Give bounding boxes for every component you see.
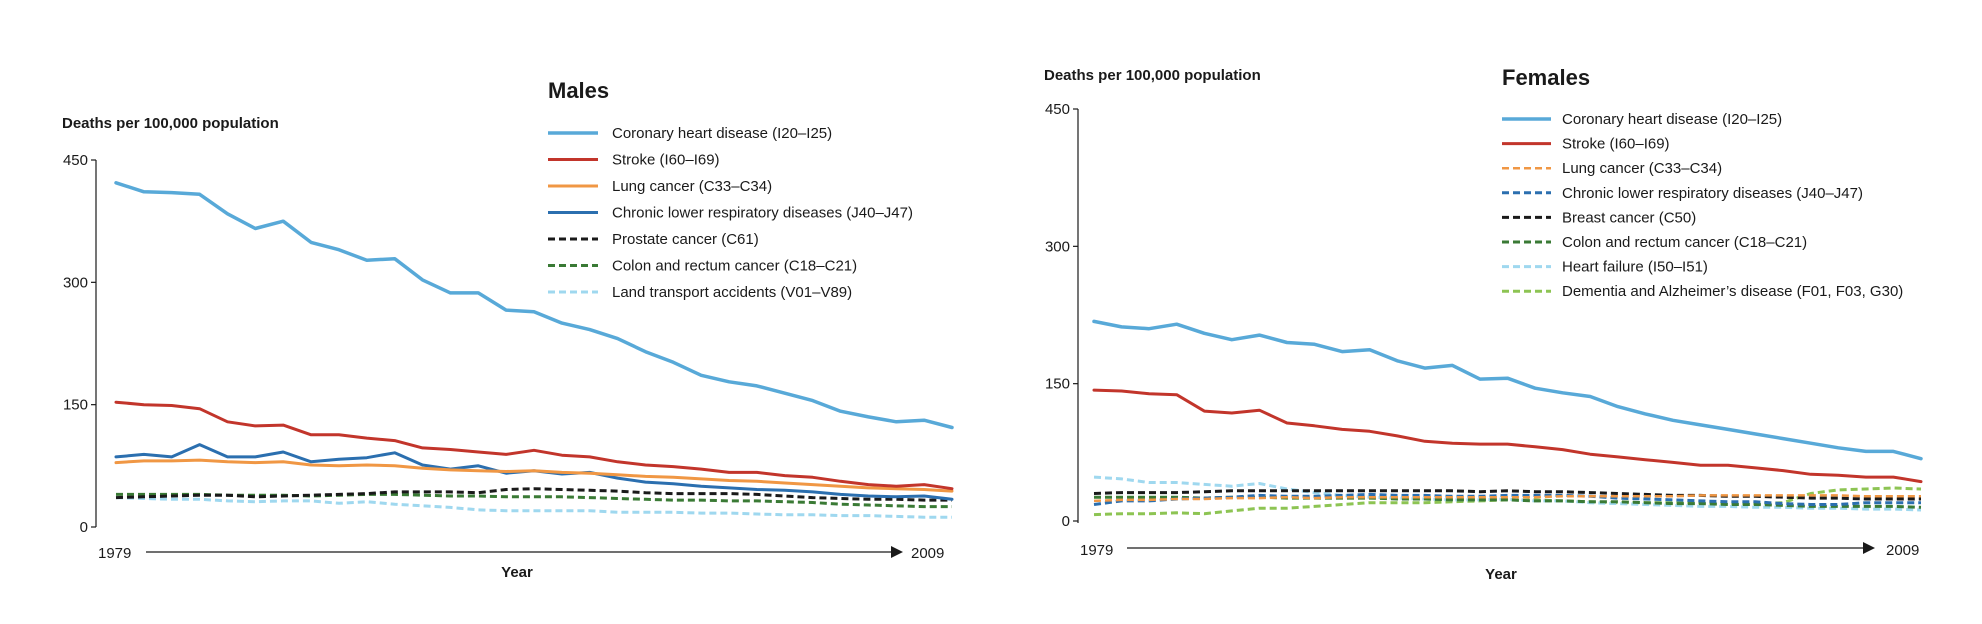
x-axis-arrowhead: [1863, 542, 1875, 554]
legend-label: Chronic lower respiratory diseases (J40–…: [1562, 185, 1863, 202]
legend-label: Chronic lower respiratory diseases (J40–…: [612, 205, 913, 222]
series-line: [1093, 489, 1921, 501]
series-line: [1093, 475, 1922, 512]
series-lines: [114, 181, 954, 519]
series-line: [1093, 494, 1921, 503]
y-axis-ticks: 0 150 300 450: [1045, 101, 1078, 530]
y-axis-ticks: 0 150 300 450: [63, 152, 96, 536]
legend-label: Coronary heart disease (I20–I25): [1562, 111, 1782, 128]
series-line: [1092, 388, 1923, 484]
x-end-label: 2009: [1886, 542, 1919, 559]
y-tick-label: 0: [80, 519, 88, 536]
y-tick-label: 300: [63, 274, 88, 291]
series-line: [114, 400, 954, 491]
legend-label: Heart failure (I50–I51): [1562, 259, 1708, 276]
series-line: [116, 492, 952, 509]
y-tick-label: 150: [63, 397, 88, 414]
x-axis-arrowhead: [891, 546, 903, 558]
series-lines: [1092, 319, 1923, 517]
legend-label: Breast cancer (C50): [1562, 209, 1696, 226]
x-start-label: 1979: [98, 545, 131, 562]
series-line: [1092, 319, 1923, 461]
legend-label: Colon and rectum cancer (C18–C21): [1562, 234, 1807, 251]
males-chart: Males Deaths per 100,000 population Coro…: [62, 78, 954, 581]
y-axis-label: Deaths per 100,000 population: [62, 115, 279, 132]
series-line: [1093, 486, 1922, 517]
chart-title: Males: [548, 78, 609, 103]
x-axis-label: Year: [501, 564, 533, 581]
y-tick-label: 300: [1045, 238, 1070, 255]
legend-label: Stroke (I60–I69): [612, 152, 720, 169]
series-line: [114, 181, 954, 430]
x-end-label: 2009: [911, 545, 944, 562]
legend-label: Stroke (I60–I69): [1562, 136, 1670, 153]
legend: Coronary heart disease (I20–I25) Stroke (…: [1502, 111, 1903, 300]
females-chart: Females Deaths per 100,000 population Co…: [1044, 65, 1923, 583]
y-tick-label: 450: [1045, 101, 1070, 118]
legend-label: Lung cancer (C33–C34): [1562, 160, 1722, 177]
series-line: [115, 487, 952, 502]
y-tick-label: 0: [1062, 513, 1070, 530]
series-line: [115, 496, 952, 519]
legend-label: Prostate cancer (C61): [612, 231, 759, 248]
legend-label: Colon and rectum cancer (C18–C21): [612, 258, 857, 275]
legend-label: Dementia and Alzheimer’s disease (F01, F…: [1562, 283, 1903, 300]
legend-label: Coronary heart disease (I20–I25): [612, 125, 832, 142]
x-start-label: 1979: [1080, 542, 1113, 559]
legend-label: Land transport accidents (V01–V89): [612, 284, 852, 301]
chart-title: Females: [1502, 65, 1590, 90]
y-tick-label: 450: [63, 152, 88, 169]
legend: Coronary heart disease (I20–I25) Stroke (…: [548, 125, 913, 301]
y-axis-label: Deaths per 100,000 population: [1044, 67, 1261, 84]
x-axis-label: Year: [1485, 566, 1517, 583]
y-tick-label: 150: [1045, 376, 1070, 393]
legend-label: Lung cancer (C33–C34): [612, 178, 772, 195]
series-line: [114, 458, 954, 493]
